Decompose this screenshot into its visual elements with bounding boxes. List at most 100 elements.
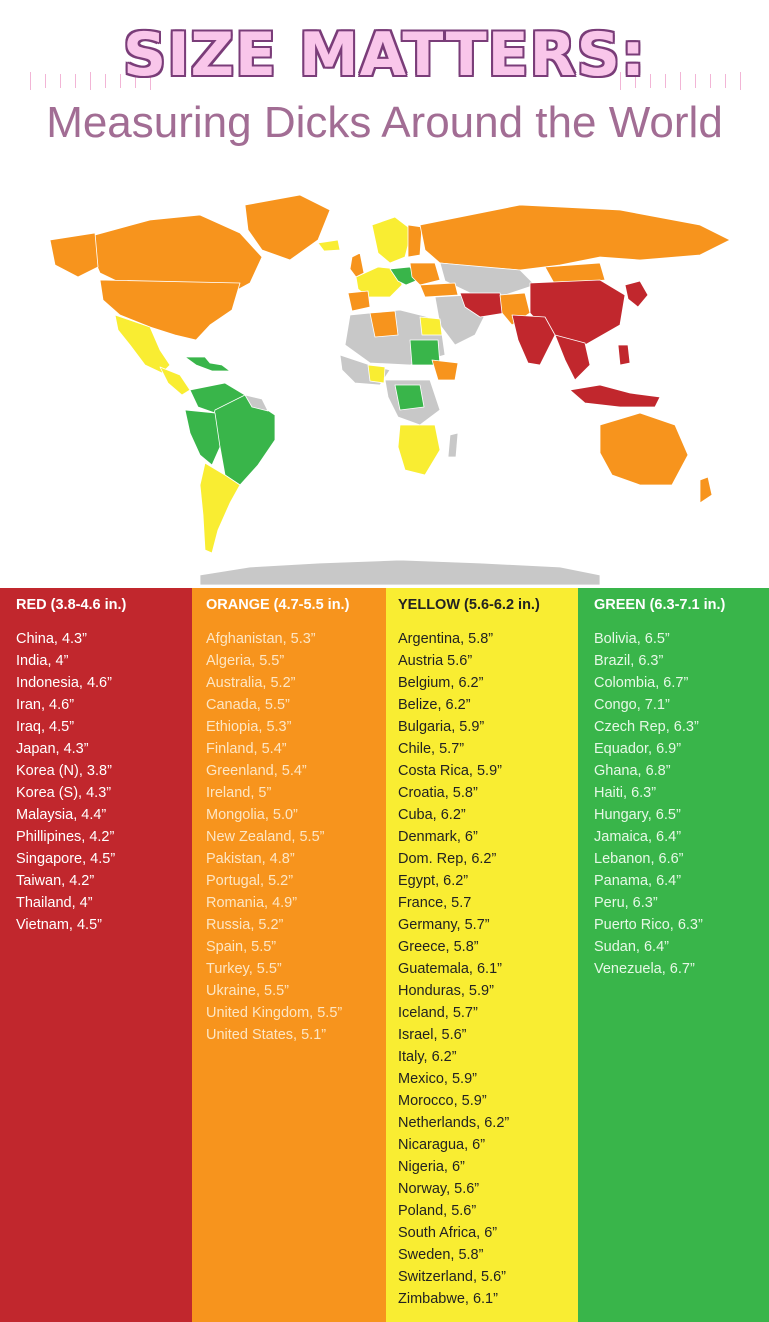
country-entry: Egypt, 6.2” (398, 873, 469, 889)
region-mexico (114, 314, 171, 374)
legend-column-orange: ORANGE (4.7-5.5 in.) Afghanistan, 5.3” Al… (192, 588, 386, 1322)
region-new-zealand (699, 476, 713, 504)
region-korea-japan (624, 280, 649, 308)
country-entry: Equador, 6.9” (594, 741, 682, 757)
country-entry: Dom. Rep, 6.2” (398, 851, 497, 867)
region-iceland (317, 239, 341, 252)
legend-column-red: RED (3.8-4.6 in.) China, 4.3” India, 4” In… (0, 588, 192, 1322)
country-entry: Italy, 6.2” (398, 1049, 457, 1065)
header: SIZE MATTERS: Measuring Dicks Around the… (0, 0, 769, 160)
country-entry: Spain, 5.5” (206, 939, 277, 955)
region-egypt (419, 316, 443, 336)
country-entry: Lebanon, 6.6” (594, 851, 684, 867)
country-entry: Mongolia, 5.0” (206, 807, 298, 823)
country-entry: Japan, 4.3” (16, 741, 89, 757)
country-entry: Sweden, 5.8” (398, 1247, 484, 1263)
country-entry: Netherlands, 6.2” (398, 1115, 510, 1131)
region-peru-bolivia (184, 409, 221, 466)
country-entry: Denmark, 6” (398, 829, 478, 845)
country-entry: Ghana, 6.8” (594, 763, 671, 779)
country-entry: Venezuela, 6.7” (594, 961, 695, 977)
country-entry: Russia, 5.2” (206, 917, 284, 933)
ruler-decoration-right (620, 72, 741, 90)
country-entry: Nigeria, 6” (398, 1159, 465, 1175)
region-turkey (419, 282, 459, 298)
country-entry: Belgium, 6.2” (398, 675, 484, 691)
country-entry: Ireland, 5” (206, 785, 272, 801)
country-entry: Guatemala, 6.1” (398, 961, 502, 977)
region-india (511, 314, 556, 366)
country-entry: France, 5.7 (398, 895, 472, 911)
country-entry: India, 4” (16, 653, 69, 669)
country-entry: Algeria, 5.5” (206, 653, 285, 669)
region-united-states (99, 279, 241, 341)
region-greenland (244, 194, 331, 261)
country-entry: Cuba, 6.2” (398, 807, 466, 823)
country-entry: Malaysia, 4.4” (16, 807, 107, 823)
country-list-green: Bolivia, 6.5” Brazil, 6.3” Colombia, 6.7” C… (594, 628, 769, 980)
country-entry: Thailand, 4” (16, 895, 93, 911)
country-entry: Brazil, 6.3” (594, 653, 664, 669)
country-entry: New Zealand, 5.5” (206, 829, 325, 845)
region-iran-iraq (459, 292, 506, 318)
region-western-europe (355, 266, 403, 298)
country-entry: Sudan, 6.4” (594, 939, 669, 955)
country-entry: Jamaica, 6.4” (594, 829, 682, 845)
country-entry: Korea (S), 4.3” (16, 785, 112, 801)
country-entry: Bulgaria, 5.9” (398, 719, 485, 735)
country-entry: Honduras, 5.9” (398, 983, 494, 999)
country-entry: Germany, 5.7” (398, 917, 490, 933)
country-entry: Congo, 7.1” (594, 697, 670, 713)
country-entry: Taiwan, 4.2” (16, 873, 95, 889)
country-entry: Nicaragua, 6” (398, 1137, 486, 1153)
country-entry: Morocco, 5.9” (398, 1093, 487, 1109)
region-algeria (369, 310, 399, 338)
region-australia (599, 412, 689, 486)
region-uk-ireland (349, 252, 365, 278)
country-entry: Argentina, 5.8” (398, 631, 494, 647)
country-entry: Vietnam, 4.5” (16, 917, 102, 933)
country-entry: Iceland, 5.7” (398, 1005, 478, 1021)
country-entry: Greece, 5.8” (398, 939, 479, 955)
region-philippines (617, 344, 631, 366)
region-finland (407, 224, 423, 258)
country-entry: Afghanistan, 5.3” (206, 631, 316, 647)
country-entry: Australia, 5.2” (206, 675, 296, 691)
page-subtitle: Measuring Dicks Around the World (46, 98, 723, 147)
legend-column-green: GREEN (6.3-7.1 in.) Bolivia, 6.5” Brazil,… (578, 588, 769, 1322)
region-caribbean (184, 356, 231, 372)
region-central-america (159, 366, 191, 396)
legend-column-yellow: YELLOW (5.6-6.2 in.) Argentina, 5.8” Aust… (386, 588, 578, 1322)
country-entry: South Africa, 6” (398, 1225, 498, 1241)
legend-title-red: RED (3.8-4.6 in.) (16, 597, 127, 613)
country-entry: Israel, 5.6” (398, 1027, 467, 1043)
country-entry: Norway, 5.6” (398, 1181, 480, 1197)
country-entry: Greenland, 5.4” (206, 763, 307, 779)
region-madagascar (447, 432, 459, 458)
country-entry: Bolivia, 6.5” (594, 631, 670, 647)
region-iberia (347, 290, 371, 312)
country-entry: Finland, 5.4” (206, 741, 287, 757)
country-entry: Phillipines, 4.2” (16, 829, 115, 845)
country-entry: Hungary, 6.5” (594, 807, 681, 823)
country-entry: Belize, 6.2” (398, 697, 471, 713)
country-entry: Switzerland, 5.6” (398, 1269, 506, 1285)
country-entry: Iraq, 4.5” (16, 719, 75, 735)
country-entry: Peru, 6.3” (594, 895, 658, 911)
country-entry: Costa Rica, 5.9” (398, 763, 502, 779)
country-entry: Korea (N), 3.8” (16, 763, 112, 779)
page-title: SIZE MATTERS: (122, 20, 647, 90)
country-list-orange: Afghanistan, 5.3” Algeria, 5.5” Australia,… (206, 628, 386, 1046)
country-entry: Iran, 4.6” (16, 697, 75, 713)
legend-columns: RED (3.8-4.6 in.) China, 4.3” India, 4” In… (0, 588, 769, 1322)
country-entry: Poland, 5.6” (398, 1203, 477, 1219)
country-entry: Pakistan, 4.8” (206, 851, 295, 867)
country-entry: Ukraine, 5.5” (206, 983, 290, 999)
country-entry: Czech Rep, 6.3” (594, 719, 699, 735)
country-entry: Portugal, 5.2” (206, 873, 294, 889)
region-ethiopia (431, 359, 459, 381)
country-entry: Puerto Rico, 6.3” (594, 917, 703, 933)
country-entry: Mexico, 5.9” (398, 1071, 477, 1087)
country-entry: Romania, 4.9” (206, 895, 298, 911)
country-entry: Haiti, 6.3” (594, 785, 657, 801)
